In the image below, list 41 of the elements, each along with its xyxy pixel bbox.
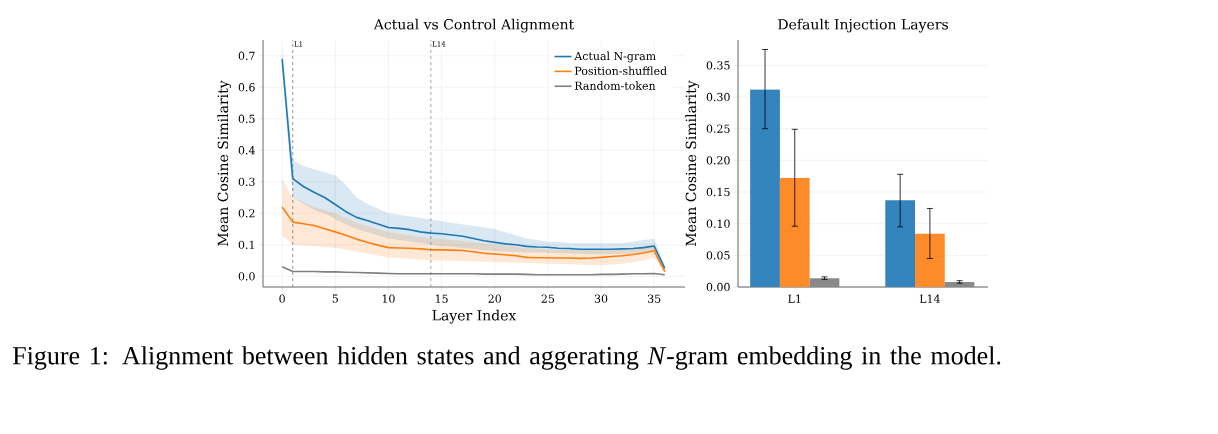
y-tick-label: 0.15 [706, 187, 730, 197]
legend-label: Position-shuffled [574, 66, 667, 75]
bar [915, 233, 945, 287]
y-tick-label: 0.1 [238, 240, 254, 249]
y-tick-label: 0.4 [238, 146, 255, 155]
chart-title: Actual vs Control Alignment [373, 18, 575, 33]
caption: Figure 1: Alignment between hidden states and aggerating N-gram embedding in the model. [12, 346, 1001, 370]
y-tick-label: 0.7 [238, 51, 255, 60]
x-tick-label: 5 [332, 294, 338, 303]
y-tick-label: 0.00 [706, 282, 730, 292]
x-tick-label: 35 [648, 294, 661, 303]
y-tick-label: 0.25 [706, 124, 730, 133]
y-tick-label: 0.0 [238, 272, 255, 281]
bar [809, 278, 840, 287]
x-tick-label: L14 [919, 294, 940, 303]
x-tick-label: 10 [382, 294, 395, 303]
y-axis-title: Mean Cosine Similarity [217, 80, 232, 246]
y-tick-label: 0.6 [238, 83, 255, 92]
y-tick-label: 0.2 [238, 209, 255, 218]
y-tick-label: 0.20 [706, 156, 730, 165]
y-tick-label: 0.05 [706, 251, 730, 260]
bar [885, 200, 916, 287]
legend-label: Actual N-gram [574, 51, 656, 63]
bar [944, 281, 975, 287]
legend-label: Random-token [574, 81, 656, 90]
x-tick-label: 30 [594, 294, 608, 303]
y-tick-label: 0.3 [238, 177, 255, 186]
y-axis-title: Mean Cosine Similarity [685, 80, 700, 246]
x-tick-label: 15 [435, 294, 448, 303]
x-tick-label: 25 [541, 294, 555, 303]
y-tick-label: 0.5 [238, 114, 255, 123]
y-tick-label: 0.10 [706, 219, 730, 228]
x-tick-label: 0 [279, 294, 285, 303]
bar [779, 178, 810, 287]
x-axis-title: Layer Index [432, 309, 517, 324]
x-tick-label: L1 [788, 294, 801, 303]
y-tick-label: 0.30 [706, 92, 730, 102]
chart-title: Default Injection Layers [778, 18, 948, 33]
y-tick-label: 0.35 [706, 61, 730, 70]
bar [750, 89, 780, 287]
x-tick-label: 20 [488, 294, 501, 303]
